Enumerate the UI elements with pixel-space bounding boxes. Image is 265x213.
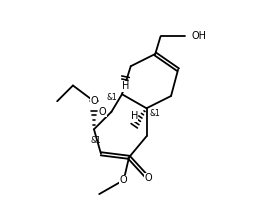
Text: H: H (122, 81, 129, 91)
Text: O: O (90, 96, 98, 106)
Text: OH: OH (191, 32, 206, 41)
Text: &1: &1 (90, 136, 101, 145)
Text: O: O (120, 175, 127, 185)
Text: &1: &1 (106, 93, 117, 102)
Text: O: O (99, 107, 106, 117)
Text: &1: &1 (149, 109, 160, 118)
Text: H: H (131, 111, 138, 121)
Text: O: O (144, 173, 152, 183)
